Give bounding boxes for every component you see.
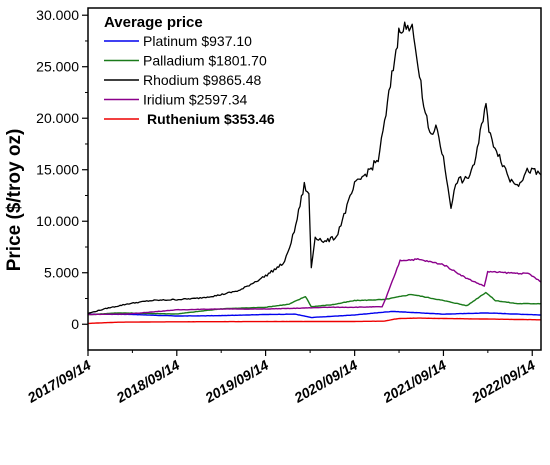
x-tick-label: 2020/09/14 [291, 357, 361, 406]
legend-entry: Ruthenium $353.46 [147, 111, 275, 127]
legend-title: Average price [104, 14, 203, 31]
x-tick-label: 2021/09/14 [379, 357, 449, 406]
legend-entry: Iridium $2597.34 [143, 92, 248, 108]
y-tick-label: 0 [71, 316, 79, 332]
y-tick-label: 30.000 [36, 7, 79, 23]
y-tick-label: 10.000 [36, 213, 79, 229]
legend: Average price Platinum $937.10 Palladium … [104, 14, 275, 127]
x-tick-label: 2018/09/14 [113, 357, 183, 406]
legend-entry: Palladium $1801.70 [143, 53, 267, 69]
legend-entry: Rhodium $9865.48 [143, 72, 262, 88]
series-lines [87, 21, 542, 325]
plot-area-frame [87, 7, 542, 351]
y-tick-label: 25.000 [36, 59, 79, 75]
series-line-1 [87, 291, 542, 316]
x-tick-label: 2017/09/14 [24, 357, 94, 406]
x-tick-label: 2022/09/14 [468, 357, 538, 406]
series-line-0 [88, 310, 541, 319]
series-line-4 [88, 317, 541, 325]
y-tick-label: 20.000 [36, 110, 79, 126]
y-axis: 0 5.000 10.000 15.000 20.000 25.000 30.000 [36, 7, 88, 332]
legend-entry: Platinum $937.10 [143, 33, 252, 49]
y-axis-title: Price ($/troy oz) [4, 129, 25, 272]
x-tick-label: 2019/09/14 [202, 357, 272, 406]
series-line-3 [88, 258, 542, 316]
series-line-2 [87, 21, 542, 315]
y-tick-label: 15.000 [36, 162, 79, 178]
x-axis: 2017/09/14 2018/09/14 2019/09/14 2020/09/14… [24, 350, 538, 406]
y-tick-label: 5.000 [44, 265, 79, 281]
